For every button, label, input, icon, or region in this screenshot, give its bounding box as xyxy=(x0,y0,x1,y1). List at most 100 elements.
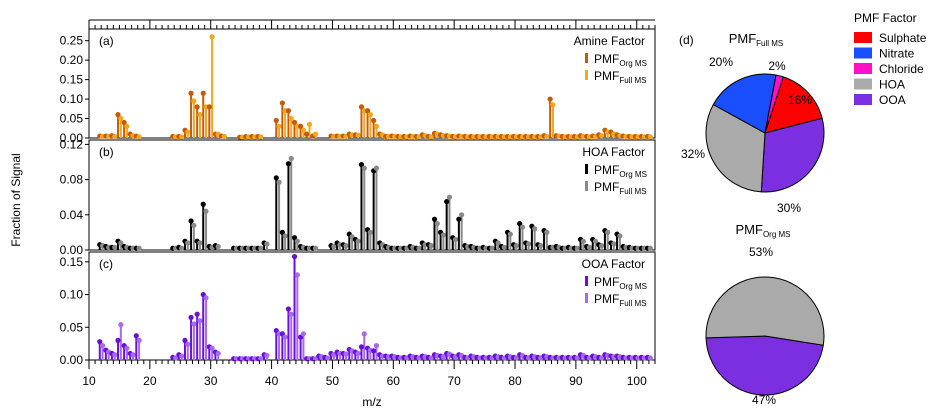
bar-fullms xyxy=(533,228,536,250)
marker-fullms xyxy=(179,134,185,140)
legend-swatch xyxy=(585,276,588,286)
marker-orgms xyxy=(115,112,121,118)
bar-orgms xyxy=(110,353,113,360)
marker-fullms xyxy=(544,229,550,235)
marker-fullms xyxy=(495,240,501,246)
marker-fullms xyxy=(343,351,349,357)
marker-fullms xyxy=(288,155,294,162)
marker-fullms xyxy=(647,134,653,140)
marker-fullms xyxy=(355,132,361,138)
bar-fullms xyxy=(332,354,335,360)
marker-fullms xyxy=(507,231,513,237)
bar-fullms xyxy=(205,211,208,250)
marker-orgms xyxy=(188,218,194,224)
marker-fullms xyxy=(294,238,300,244)
bar-orgms xyxy=(281,232,284,250)
marker-orgms xyxy=(547,96,553,102)
pie-title-org-ms-sub: Org MS xyxy=(763,230,791,239)
bar-orgms xyxy=(275,120,278,138)
bar-orgms xyxy=(342,353,345,360)
panel-label: (a) xyxy=(99,34,114,48)
bar-fullms xyxy=(448,197,451,250)
bar-fullms xyxy=(211,36,214,138)
bar-fullms xyxy=(132,354,135,360)
bar-fullms xyxy=(357,353,360,360)
marker-orgms xyxy=(273,175,279,181)
bar-fullms xyxy=(606,232,609,250)
bar-fullms xyxy=(186,344,189,360)
marker-orgms xyxy=(517,221,523,227)
bar-orgms xyxy=(287,163,290,250)
marker-fullms xyxy=(367,112,373,118)
marker-fullms xyxy=(179,245,185,251)
marker-orgms xyxy=(371,348,377,354)
bar-orgms xyxy=(348,349,351,360)
bar-orgms xyxy=(445,353,448,360)
marker-orgms xyxy=(194,311,200,317)
bar-orgms xyxy=(117,340,120,360)
marker-orgms xyxy=(200,201,206,207)
spectra-panels: 0.00 0.05 0.10 0.15 0.20 0.25 (a) Amine Factor P… xyxy=(60,19,656,388)
marker-fullms xyxy=(258,356,264,362)
y-tick-label: 0.10 xyxy=(60,288,84,302)
marker-fullms xyxy=(185,129,191,135)
legend-series-label: PMFOrg MS xyxy=(594,275,647,291)
marker-fullms xyxy=(355,238,361,244)
marker-orgms xyxy=(371,117,377,124)
legend-item-label: OOA xyxy=(879,93,906,107)
bar-fullms xyxy=(278,182,281,250)
marker-orgms xyxy=(431,216,438,222)
marker-fullms xyxy=(124,123,130,129)
bar-fullms xyxy=(509,234,512,250)
marker-orgms xyxy=(188,90,194,96)
legend-swatch xyxy=(585,53,588,63)
marker-fullms xyxy=(185,341,191,347)
bar-orgms xyxy=(129,353,132,360)
marker-fullms xyxy=(276,179,282,185)
bar-orgms xyxy=(360,164,363,250)
marker-fullms xyxy=(118,115,124,122)
bar-fullms xyxy=(198,114,201,138)
bar-orgms xyxy=(518,223,521,250)
bar-fullms xyxy=(618,235,621,250)
marker-fullms xyxy=(544,133,550,140)
bar-orgms xyxy=(512,244,515,250)
bar-fullms xyxy=(192,101,195,138)
marker-fullms xyxy=(446,194,453,200)
bar-fullms xyxy=(442,235,445,250)
bar-orgms xyxy=(98,244,101,250)
bar-fullms xyxy=(582,241,585,250)
legend-series-label-sub: Org MS xyxy=(619,282,647,291)
marker-fullms xyxy=(416,245,422,251)
marker-fullms xyxy=(373,165,380,171)
bar-orgms xyxy=(366,229,369,250)
x-tick-label: 10 xyxy=(82,374,96,388)
marker-fullms xyxy=(209,34,215,40)
bar-fullms xyxy=(192,324,195,360)
legend-swatch xyxy=(854,47,872,59)
bar-orgms xyxy=(123,122,126,138)
bar-fullms xyxy=(284,235,287,250)
bar-orgms xyxy=(609,242,612,250)
y-tick-label: 0.04 xyxy=(60,208,84,222)
marker-fullms xyxy=(124,345,130,351)
marker-fullms xyxy=(112,352,118,358)
x-tick-label: 60 xyxy=(387,374,401,388)
marker-fullms xyxy=(538,243,544,249)
legend-series-label-main: PMF xyxy=(594,163,619,177)
bar-orgms xyxy=(123,345,126,360)
bar-fullms xyxy=(192,225,195,250)
marker-fullms xyxy=(258,245,264,251)
marker-fullms xyxy=(112,244,118,250)
marker-fullms xyxy=(373,123,380,129)
marker-fullms xyxy=(428,134,434,140)
bar-orgms xyxy=(293,122,296,138)
pie-title-org-ms-main: PMF xyxy=(735,222,763,237)
y-tick-label: 0.15 xyxy=(60,255,84,269)
bar-fullms xyxy=(217,353,220,360)
y-tick-label: 0.05 xyxy=(60,320,84,334)
pie-slice-label: 20% xyxy=(709,55,733,69)
legend-swatch xyxy=(585,181,588,191)
bar-orgms xyxy=(530,226,533,250)
